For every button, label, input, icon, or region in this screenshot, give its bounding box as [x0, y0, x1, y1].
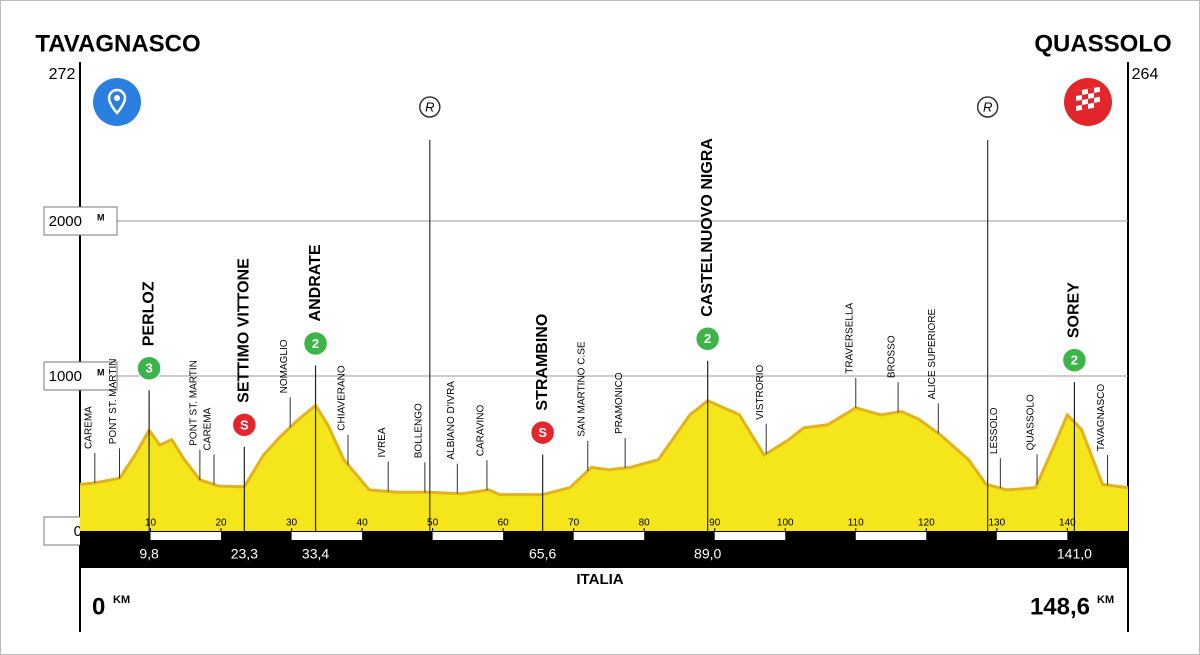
profile-line: [79, 399, 1129, 497]
key-point-name: PERLOZ: [140, 281, 157, 346]
x-tick-label: 20: [215, 518, 227, 529]
key-point-km: 9,8: [139, 546, 159, 562]
place-name: PRAMONICO: [614, 372, 625, 434]
place-name: VISTRORIO: [755, 364, 766, 419]
y-tick-box: [43, 361, 118, 391]
badge-label: 3: [145, 361, 152, 376]
key-point-name: ANDRATE: [307, 244, 324, 321]
key-point-km: 23,3: [231, 546, 258, 562]
place-name: TAVAGNASCO: [1096, 384, 1107, 451]
key-point-name: CASTELNUOVO NIGRA: [699, 138, 716, 317]
x-tick-label: 30: [286, 518, 298, 529]
badge: [136, 355, 162, 381]
key-point-name: SETTIMO VITTONE: [236, 258, 253, 403]
place-name: BOLLENGO: [414, 403, 425, 458]
badge-label: S: [538, 425, 547, 440]
total-km-unit: KM: [1097, 594, 1114, 606]
badge-label: S: [240, 417, 249, 432]
x-tick-label: 90: [709, 518, 721, 529]
y-tick-label: 2000: [49, 213, 82, 230]
place-name: CHIAVERANO: [337, 365, 348, 431]
x-tick-label: 70: [568, 518, 580, 529]
km-scale-segment: [291, 532, 363, 540]
place-name: SAN MARTINO C.SE: [576, 341, 587, 437]
finish-elevation: 264: [1132, 66, 1159, 83]
place-name: IVREA: [377, 427, 388, 457]
start-km: 0: [92, 593, 105, 620]
x-tick-label: 130: [988, 518, 1005, 529]
start-icon: [93, 78, 141, 126]
place-name: PONT ST. MARTIN: [108, 359, 119, 445]
feed-zone-icon: [976, 96, 999, 118]
place-name: NOMAGLIO: [279, 339, 290, 393]
place-name: ALBIANO D'IVRA: [446, 381, 457, 460]
badge: [231, 412, 258, 438]
place-name: BROSSO: [887, 335, 898, 378]
key-point-km: 141,0: [1057, 546, 1092, 562]
x-tick-label: 50: [427, 518, 439, 529]
start-elevation: 272: [49, 66, 76, 83]
key-point-km: 65,6: [529, 546, 556, 562]
place-name: CARAVINO: [476, 405, 487, 457]
y-unit: M: [97, 367, 105, 377]
key-point-km: 89,0: [694, 546, 721, 562]
start-name: TAVAGNASCO: [35, 30, 200, 57]
y-tick-box: [43, 206, 118, 236]
badge: [529, 419, 556, 446]
place-name: TRAVERSELLA: [844, 302, 855, 373]
country: ITALIA: [576, 571, 623, 588]
badge: [1061, 347, 1088, 373]
feed-zone-label: R: [425, 99, 434, 114]
place-name: ALICE SUPERIORE: [927, 308, 938, 399]
badge: [694, 326, 721, 352]
x-tick-label: 60: [498, 518, 510, 529]
km-scale-segment: [432, 532, 504, 540]
x-tick-label: 110: [848, 518, 864, 529]
key-point-name: STRAMBINO: [534, 314, 551, 411]
feed-zone-icon: [419, 96, 441, 118]
finish-name: QUASSOLO: [1034, 30, 1171, 57]
km-scale-segment: [996, 532, 1068, 540]
key-point-km: 33,4: [302, 546, 329, 562]
x-tick-label: 100: [777, 518, 794, 529]
x-tick-label: 40: [357, 518, 369, 529]
profile-area: [80, 400, 1128, 531]
y-unit: M: [97, 212, 105, 222]
x-tick-label: 140: [1059, 518, 1076, 529]
x-tick-label: 80: [639, 518, 651, 529]
place-name: CAREMA: [83, 406, 94, 449]
km-scale-segment: [573, 532, 645, 540]
place-name: LESSOLO: [989, 407, 1000, 454]
feed-zone-label: R: [983, 99, 992, 114]
y-tick-label: 0: [74, 523, 82, 540]
place-name: CAREMA: [203, 407, 214, 450]
x-tick-label: 10: [145, 518, 157, 529]
key-point-name: SOREY: [1066, 282, 1083, 338]
place-name: PONT ST. MARTIN: [189, 360, 200, 446]
y-tick-label: 1000: [49, 368, 82, 385]
total-km: 148,6: [1030, 593, 1090, 620]
badge: [302, 330, 329, 357]
start-km-unit: KM: [113, 594, 130, 606]
km-scale-segment: [714, 532, 786, 540]
km-scale-segment: [150, 532, 222, 540]
x-tick-label: 120: [918, 518, 935, 529]
badge-label: 2: [312, 336, 319, 351]
km-scale-segment: [855, 532, 927, 540]
place-name: QUASSOLO: [1026, 394, 1037, 450]
badge-label: 2: [704, 331, 711, 346]
finish-icon: [1064, 78, 1112, 126]
badge-label: 2: [1071, 353, 1078, 368]
